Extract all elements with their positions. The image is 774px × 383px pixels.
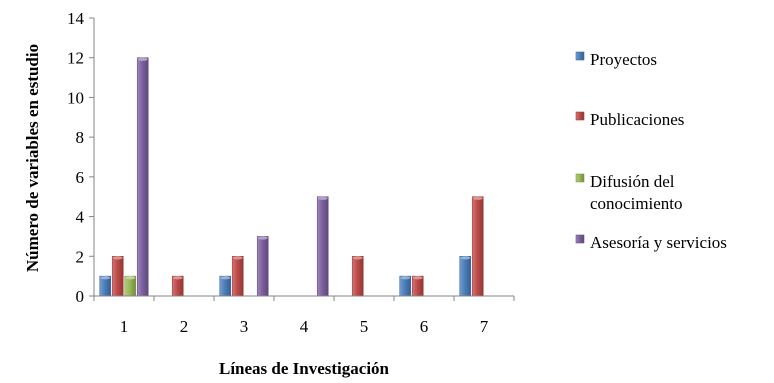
- legend-label: Difusión del conocimiento: [590, 172, 683, 213]
- bar-cap: [257, 236, 268, 240]
- bar-publicaciones-7: [471, 196, 484, 297]
- bar-cap: [460, 256, 471, 260]
- x-tick-label: 4: [300, 317, 309, 336]
- bar-cap: [112, 256, 123, 260]
- x-axis-title: Líneas de Investigación: [219, 359, 390, 378]
- y-tick-label: 2: [76, 247, 85, 266]
- bar-proyectos-7: [459, 255, 472, 297]
- bar-cap: [172, 276, 183, 280]
- y-tick-label: 6: [76, 168, 85, 187]
- bar-cap: [220, 276, 231, 280]
- x-tick-label: 2: [180, 317, 189, 336]
- bar-cap: [412, 276, 423, 280]
- x-tick-label: 5: [360, 317, 369, 336]
- x-tick-label: 6: [420, 317, 429, 336]
- legend-swatch: [575, 173, 585, 183]
- bar-cap: [317, 196, 328, 200]
- y-ticks: 0 2 4 6 8 10 12 14: [67, 9, 94, 306]
- legend-label: Asesoría y servicios: [590, 233, 727, 252]
- bar-asesoría-y-servicios-3: [256, 236, 269, 297]
- legend-label: Publicaciones: [590, 110, 684, 129]
- bar-publicaciones-1: [111, 255, 124, 297]
- y-axis-title: Número de variables en estudio: [23, 44, 42, 272]
- bar-cap: [137, 57, 148, 61]
- legend-swatch: [575, 111, 585, 121]
- x-tick-label: 3: [240, 317, 249, 336]
- x-tick-label: 1: [120, 317, 129, 336]
- x-ticks: 1 2 3 4 5 6 7: [93, 296, 515, 336]
- bars-layer: [99, 57, 484, 297]
- y-tick-label: 12: [67, 49, 84, 68]
- y-tick-label: 0: [76, 287, 85, 306]
- bar-cap: [125, 276, 136, 280]
- bar-cap: [100, 276, 111, 280]
- legend-swatch: [575, 51, 585, 61]
- y-tick-label: 10: [67, 88, 84, 107]
- bar-cap: [472, 196, 483, 200]
- legend-swatch: [575, 234, 585, 244]
- y-tick-label: 14: [67, 9, 85, 28]
- bar-asesoría-y-servicios-4: [316, 196, 329, 297]
- y-tick-label: 4: [76, 208, 85, 227]
- bar-cap: [232, 256, 243, 260]
- legend-label: Proyectos: [590, 50, 657, 69]
- legend: Proyectos Publicaciones Difusión del conoci…: [575, 50, 727, 252]
- x-tick-label: 7: [480, 317, 489, 336]
- bar-publicaciones-3: [231, 255, 244, 297]
- bar-publicaciones-5: [351, 255, 364, 297]
- bar-cap: [352, 256, 363, 260]
- bar-asesoría-y-servicios-1: [136, 57, 149, 297]
- bar-cap: [400, 276, 411, 280]
- y-tick-label: 8: [76, 128, 85, 147]
